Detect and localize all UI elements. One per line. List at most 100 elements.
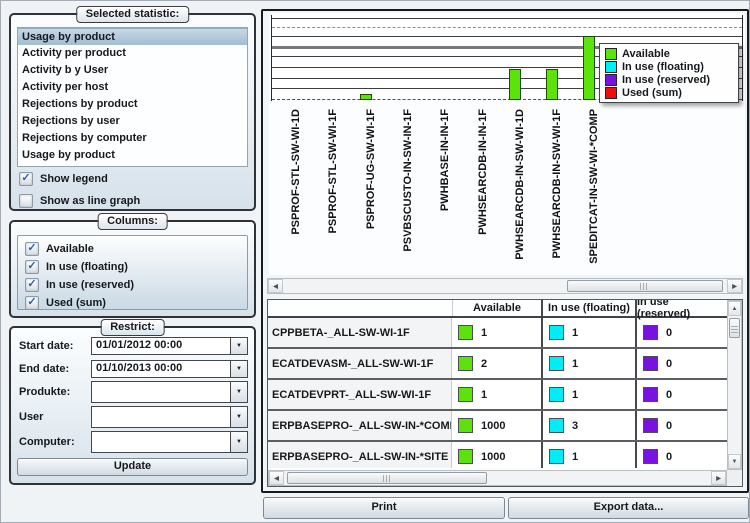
value-color-swatch [549,449,564,464]
column-option-checkbox[interactable]: ✓ In use (floating) [25,259,240,275]
column-option-checkbox[interactable]: ✓ In use (reserved) [25,277,240,293]
column-option-checkbox[interactable]: ✓ Available [25,241,240,257]
table-row[interactable]: CPPBETA-_ALL-SW-WI-1F 1 1 0 [268,318,742,349]
table-column-header[interactable]: In use (floating) [541,300,635,316]
chart-legend: Available In use (floating) In use (reserv… [599,43,739,103]
statistic-list-item[interactable]: Activity b y User [22,64,109,76]
chart-x-axis-labels: PSPROF-STL-SW-WI-1D PSPROF-STL-SW-WI-1F PS… [271,105,743,267]
chevron-down-icon[interactable]: ▼ [230,432,247,452]
value-number: 1 [481,388,488,401]
scroll-left-arrow-icon[interactable]: ◀ [269,471,284,485]
scroll-left-arrow-icon[interactable]: ◀ [268,279,283,293]
value-color-swatch [549,356,564,371]
scrollbar-thumb[interactable] [566,280,724,292]
statistic-option-checkbox[interactable]: Show as line graph [19,193,248,209]
combo-field[interactable]: 01/01/2012 00:00 ▼ [91,337,248,355]
update-button[interactable]: Update [17,458,248,476]
statistic-list-item[interactable]: Rejections by product [22,98,138,110]
combo-field[interactable]: ▼ [91,406,248,428]
table-rows: CPPBETA-_ALL-SW-WI-1F 1 1 0 ECATDEVASM-_ALL-… [268,318,742,468]
value-number: 0 [666,326,673,339]
chevron-down-icon[interactable]: ▼ [230,338,247,354]
legend-item: Used (sum) [605,86,733,99]
statistic-list-item[interactable]: Rejections by computer [22,132,147,144]
combo-value [92,382,230,402]
scrollbar-thumb[interactable] [287,472,487,484]
scroll-right-arrow-icon[interactable]: ▶ [727,279,742,293]
value-color-swatch [549,387,564,402]
statistic-option-checkbox[interactable]: ✓ Show legend [19,171,248,187]
checkbox-icon[interactable]: ✓ [19,172,33,186]
restrict-group: Restrict: Start date: 01/01/2012 00:00 ▼ En… [9,319,256,485]
combo-field[interactable]: 01/10/2013 00:00 ▼ [91,360,248,378]
column-option-checkbox[interactable]: ✓ Used (sum) [25,295,240,311]
chevron-down-icon[interactable]: ▼ [230,382,247,402]
statistic-list-item[interactable]: Activity per product [22,47,126,59]
restrict-field-label: End date: [19,363,70,375]
scrollbar-thumb[interactable] [729,318,740,338]
restrict-field-label: User [19,411,44,423]
checkbox-icon[interactable]: ✓ [25,296,39,310]
print-button[interactable]: Print [263,497,505,519]
value-color-swatch [643,418,658,433]
table-row[interactable]: ECATDEVPRT-_ALL-SW-WI-1F 1 1 0 [268,380,742,411]
statistic-list-item[interactable]: Activity per host [22,81,109,93]
value-color-swatch [643,387,658,402]
table-row[interactable]: ECATDEVASM-_ALL-SW-WI-1F 2 1 0 [268,349,742,380]
value-cell: 0 [635,411,725,440]
legend-item: Available [605,47,733,60]
scroll-down-arrow-icon[interactable]: ▼ [728,454,741,469]
table-row[interactable]: ERPBASEPRO-_ALL-SW-IN-*COMP 1000 3 0 [268,411,742,442]
statistic-options: ✓ Show legend Show as line graph [19,171,248,215]
chevron-down-icon[interactable]: ▼ [230,407,247,427]
combo-field[interactable]: ▼ [91,381,248,403]
legend-color-swatch [605,47,617,60]
results-panel: PSPROF-STL-SW-WI-1D PSPROF-STL-SW-WI-1F PS… [261,9,749,493]
restrict-field-row: User ▼ [19,406,248,428]
value-number: 0 [666,450,673,463]
statistic-list-item[interactable]: Rejections by user [22,115,120,127]
value-cell: 1 [452,318,541,347]
scroll-right-arrow-icon[interactable]: ▶ [711,471,726,485]
value-number: 1000 [481,419,506,432]
table-column-header[interactable]: In use (reserved) [635,300,725,320]
value-cell: 3 [541,411,635,440]
checkbox-icon[interactable]: ✓ [25,242,39,256]
table-vertical-scrollbar[interactable]: ▲ ▼ [727,300,742,470]
statistic-list-item[interactable]: Usage by product [22,149,115,161]
scroll-up-arrow-icon[interactable]: ▲ [728,301,741,316]
legend-color-swatch [605,73,617,86]
value-color-swatch [458,325,473,340]
value-color-swatch [549,325,564,340]
value-number: 1 [572,450,579,463]
value-cell: 1 [541,442,635,468]
export-data-button[interactable]: Export data... [508,497,749,519]
chart-bar [359,94,372,100]
value-number: 1 [481,326,488,339]
columns-group-label: Columns: [97,213,168,230]
chart-horizontal-scrollbar[interactable]: ◀ ▶ [267,278,743,294]
checkbox-icon[interactable] [19,194,33,208]
table-row[interactable]: ERPBASEPRO-_ALL-SW-IN-*SITE 1000 1 0 [268,442,742,468]
table-column-header[interactable]: Available [452,300,541,316]
checkbox-icon[interactable]: ✓ [25,260,39,274]
combo-value: 01/01/2012 00:00 [96,339,183,351]
combo-field[interactable]: ▼ [91,431,248,453]
value-color-swatch [643,449,658,464]
chevron-down-icon[interactable]: ▼ [230,361,247,377]
value-color-swatch [458,449,473,464]
statistic-list-item[interactable]: Usage by product [18,28,247,45]
table-column-header[interactable] [268,300,452,316]
restrict-field-row: Computer: ▼ [19,431,248,453]
value-cell: 1000 [452,442,541,468]
statistic-list[interactable]: Usage by product Activity per product Acti… [17,27,248,167]
table-header-row: Available In use (floating) In use (reserv… [268,300,742,320]
x-axis-label: PWHBASE-IN-IN-1F [439,109,452,212]
x-axis-label: PSPROF-STL-SW-WI-1D [290,109,302,235]
chart-bar [508,68,521,100]
checkbox-icon[interactable]: ✓ [25,278,39,292]
x-axis-label: PSPROF-STL-SW-WI-1F [327,109,340,234]
x-axis-label: PWHSEARCDB-IN-SW-WI-1F [551,109,564,259]
restrict-field-label: Computer: [19,436,75,448]
table-horizontal-scrollbar[interactable]: ◀ ▶ [268,470,727,486]
